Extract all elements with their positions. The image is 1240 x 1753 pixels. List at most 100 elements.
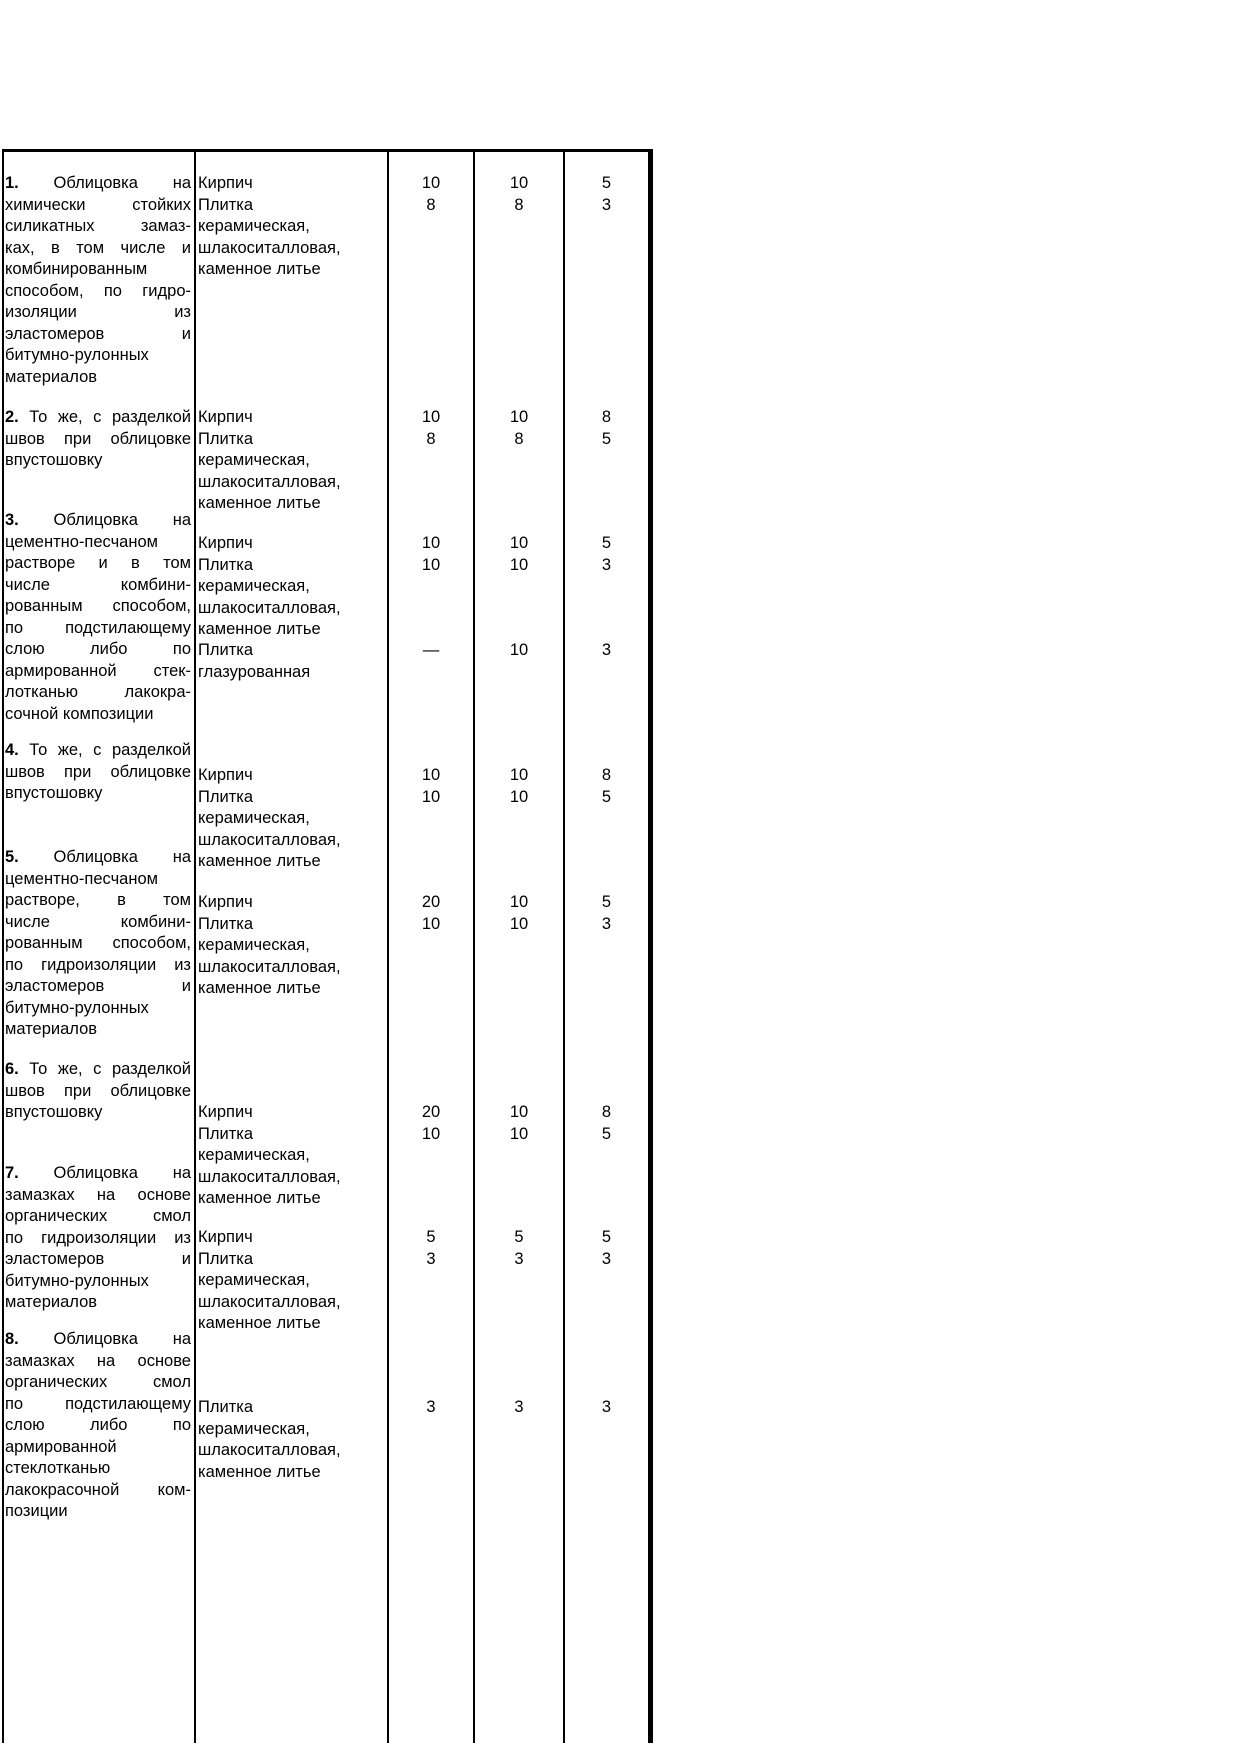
text-line: битумно-рулонных (5, 346, 149, 364)
text-line: Кирпич (198, 174, 253, 192)
value-cell: 3 (514, 1398, 524, 1416)
item-1-materials-1: Кирпич Плитка керамическая, шлакоситалловая… (198, 173, 384, 281)
text-line: замазках на основе (5, 1185, 191, 1204)
value-cell: 10 (421, 1124, 441, 1143)
text-line: каменное литье (198, 852, 321, 870)
item-5-values-1-col4: 10 10 (475, 892, 563, 935)
value-cell: 8 (514, 429, 524, 448)
item-1-values-1-col3: 10 8 (389, 173, 473, 216)
value-cell: 10 (421, 408, 441, 426)
text-line: Кирпич (198, 534, 253, 552)
item-number: 4. (5, 741, 19, 759)
column-divider-2 (387, 149, 389, 1743)
text-line: швов при облицовке (5, 1081, 191, 1100)
item-5-values-1-col3: 20 10 (389, 892, 473, 935)
text-line: керамическая, (198, 936, 310, 954)
text-line: Кирпич (198, 408, 253, 426)
text-line: материалов (5, 1020, 98, 1038)
text-line: эластомеров и (5, 324, 191, 343)
text-line: шлакоситалловая, (198, 1167, 341, 1186)
item-number: 5. (5, 848, 19, 866)
text-line: впустошовку (5, 451, 103, 469)
value-cell: 8 (514, 195, 524, 214)
item-7-materials-1: Кирпич Плитка керамическая, шлакоситалловая… (198, 1227, 384, 1335)
item-3-values-2-col5: 3 (565, 640, 648, 662)
text-line: 8. Облицовка на (5, 1330, 191, 1348)
text-line: слою либо по (5, 640, 191, 658)
value-cell: 10 (509, 555, 529, 574)
text-line: шлакоситалловая, (198, 598, 341, 617)
item-number: 2. (5, 408, 19, 426)
item-number: 6. (5, 1060, 19, 1078)
text-line: каменное литье (198, 1462, 321, 1481)
item-3-materials-1: Кирпич Плитка керамическая, шлакоситалловая… (198, 533, 384, 641)
value-cell: 10 (509, 893, 529, 911)
text-line: силикатных замаз- (5, 217, 191, 235)
text-line: растворе и в том (5, 554, 191, 572)
text-line: Кирпич (198, 1228, 253, 1246)
text-line: Плитка (198, 429, 254, 448)
value-cell: 10 (421, 534, 441, 552)
value-cell: 5 (601, 893, 612, 911)
text-line: Плитка (198, 1398, 254, 1416)
value-cell: 3 (514, 1249, 524, 1268)
text-line: швов при облицовке (5, 762, 191, 781)
text-line: растворе, в том (5, 891, 191, 909)
text-line: слою либо по (5, 1416, 191, 1434)
item-8-values-1-col4: 3 (475, 1397, 563, 1419)
text-line: по подстилающему (5, 618, 191, 637)
value-cell: 10 (421, 914, 441, 933)
value-cell: 10 (421, 174, 441, 192)
value-cell: 10 (509, 408, 529, 426)
item-2-values-1-col4: 10 8 (475, 407, 563, 450)
text-line: числе комбини- (5, 575, 191, 594)
value-cell: 10 (509, 641, 529, 659)
item-5-description: 5. Облицовка на цементно-песчаном растворе… (5, 847, 191, 1041)
item-3-materials-2: Плитка глазурованная (198, 640, 384, 683)
text-line: битумно-рулонных (5, 998, 149, 1017)
item-6-description: 6. То же, с разделкой швов при облицовке в… (5, 1059, 191, 1124)
value-cell: 8 (601, 408, 612, 426)
text-line: 6. То же, с разделкой (5, 1060, 191, 1078)
item-8-description: 8. Облицовка на замазках на основе органич… (5, 1329, 191, 1523)
text-line: стеклотканью (5, 1459, 111, 1477)
text-line: эластомеров и (5, 977, 191, 995)
text-line: керамическая, (198, 1271, 310, 1289)
item-8-values-1-col5: 3 (565, 1397, 648, 1419)
text-line: органических смол (5, 1373, 191, 1391)
value-cell: 10 (509, 534, 529, 552)
item-2-materials-1: Кирпич Плитка керамическая, шлакоситалловая… (198, 407, 384, 515)
value-cell: 3 (426, 1249, 436, 1268)
value-cell: 5 (601, 429, 612, 448)
text-line: изоляции из (5, 303, 191, 321)
text-line: битумно-рулонных (5, 1271, 149, 1290)
value-cell: 5 (601, 1228, 612, 1246)
item-8-materials-1: Плитка керамическая, шлакоситалловая, камен… (198, 1397, 384, 1483)
text-line: керамическая, (198, 1419, 310, 1438)
value-cell: 10 (421, 555, 441, 574)
value-cell: 3 (426, 1398, 436, 1416)
text-line: шлакоситалловая, (198, 238, 341, 257)
item-4-values-1-col3: 10 10 (389, 765, 473, 808)
text-line: каменное литье (198, 1189, 321, 1207)
value-cell: 5 (601, 787, 612, 806)
item-1-values-1-col4: 10 8 (475, 173, 563, 216)
text-line: материалов (5, 1293, 98, 1311)
value-cell: 5 (514, 1228, 524, 1246)
text-line: армированной (5, 1437, 117, 1456)
text-line: способом, по гидро- (5, 281, 191, 300)
text-line: Плитка (198, 195, 254, 214)
value-cell: 5 (601, 1124, 612, 1143)
text-line: Плитка (198, 914, 254, 933)
value-cell: 10 (509, 174, 529, 192)
item-2-description: 2. То же, с разделкой швов при облицовке в… (5, 407, 191, 472)
value-cell: 5 (601, 174, 612, 192)
